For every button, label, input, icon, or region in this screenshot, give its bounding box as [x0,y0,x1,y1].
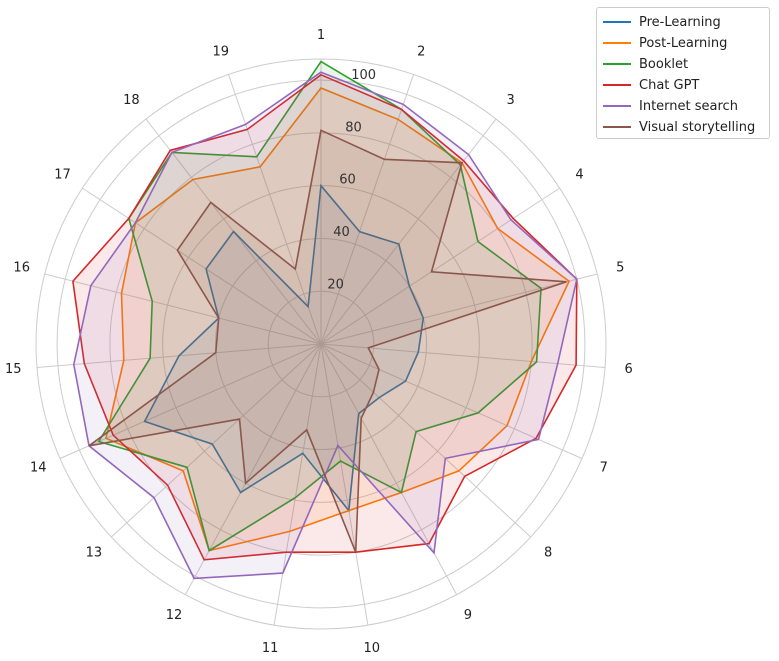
legend-label: Chat GPT [639,77,700,93]
series-fill-visual-storytelling [89,130,567,553]
spoke-gridline [227,74,322,345]
spoke-gridline [82,187,322,345]
spoke-gridline [320,343,532,538]
radial-tick-label: 80 [345,120,362,135]
legend-swatch [603,42,631,44]
legend-label: Post-Learning [639,35,728,51]
category-label: 12 [166,608,183,623]
category-label: 18 [123,93,140,108]
series-layer [72,60,578,580]
legend-label: Booklet [639,56,689,72]
legend-label: Pre-Learning [639,14,721,30]
series-fill-booklet [98,61,541,551]
category-label: 15 [5,362,22,377]
category-label: 6 [625,362,633,377]
spoke-gridline [320,343,369,626]
legend-label: Visual storytelling [639,119,756,135]
spoke-gridline [320,273,598,345]
radial-tick-label: 100 [351,68,376,83]
legend-swatch [603,126,631,128]
legend-swatch [603,63,631,65]
spoke-gridline [320,187,560,345]
category-label: 10 [364,641,381,656]
radial-tick-label: 60 [339,173,356,188]
series-fill-chat-gpt [72,74,577,560]
category-label: 13 [86,546,103,561]
legend-item-visual-storytelling: Visual storytelling [603,117,755,137]
series-line-pre-learning [143,183,425,513]
series-fill-post-learning [105,88,570,551]
spoke-gridline [184,343,322,595]
category-label: 3 [506,93,514,108]
legend-label: Internet search [639,98,738,114]
category-label: 16 [13,261,30,276]
category-label: 11 [262,641,279,656]
category-label: 17 [54,168,71,183]
series-line-visual-storytelling [88,129,567,553]
series-line-chat-gpt [72,73,578,561]
series-fill-pre-learning [144,185,424,511]
legend-item-pre-learning: Pre-Learning [603,12,721,32]
spoke-gridline [110,343,322,538]
legend-swatch [603,84,631,86]
legend: Pre-Learning Post-Learning Booklet Chat … [596,7,770,139]
category-label: 8 [544,546,552,561]
series-fill-internet-search [73,72,577,579]
spoke-gridline [320,118,497,345]
spoke-gridline [273,343,322,626]
legend-swatch [603,21,631,23]
spoke-gridline [59,343,322,459]
category-label: 5 [616,261,624,276]
category-label: 7 [600,461,608,476]
category-label: 19 [212,44,229,59]
series-line-internet-search [72,71,578,580]
legend-item-booklet: Booklet [603,54,688,74]
legend-item-internet-search: Internet search [603,96,738,116]
radial-tick-label: 20 [327,278,344,293]
radar-grid [35,58,607,630]
series-line-booklet [97,60,542,552]
legend-item-chat-gpt: Chat GPT [603,75,699,95]
category-label: 14 [30,461,47,476]
category-label: 2 [417,44,425,59]
radial-tick-label: 40 [333,225,350,240]
category-label: 4 [575,168,583,183]
category-label: 1 [317,28,325,43]
category-label: 9 [464,608,472,623]
legend-swatch [603,105,631,107]
legend-item-post-learning: Post-Learning [603,33,727,53]
